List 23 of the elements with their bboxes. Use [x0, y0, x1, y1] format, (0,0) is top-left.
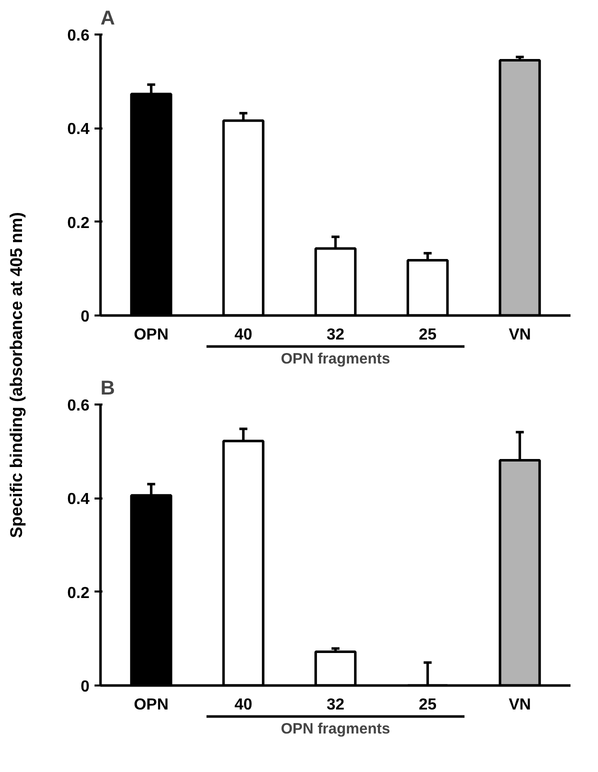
x-tick-label: OPN [134, 326, 169, 344]
chart-title: A [100, 8, 115, 30]
y-tick-label: 0.6 [67, 398, 90, 414]
y-tick-label: 0.2 [67, 214, 90, 232]
x-tick-label: 25 [418, 696, 437, 714]
x-tick-label: 32 [326, 696, 344, 714]
x-axis-title: OPN fragments [280, 720, 390, 738]
x-tick-label: VN [508, 696, 531, 714]
x-axis-title: OPN fragments [280, 350, 390, 368]
chart-title: B [100, 378, 115, 400]
y-tick-label: 0 [80, 308, 90, 326]
y-tick-label: 0.6 [67, 28, 90, 44]
y-tick-label: 0.4 [67, 121, 90, 138]
x-tick-label: 25 [418, 326, 437, 344]
x-tick-label: 40 [234, 326, 252, 344]
y-axis-title: Specific binding (absorbance at 405 nm) [6, 212, 27, 538]
y-tick-label: 0.4 [67, 491, 90, 508]
x-tick-label: VN [508, 326, 531, 344]
x-tick-label: 40 [234, 696, 252, 714]
y-tick-label: 0.2 [67, 584, 90, 602]
x-tick-label: OPN [134, 696, 169, 714]
y-tick-label: 0 [80, 678, 90, 696]
x-tick-label: 32 [326, 326, 344, 344]
